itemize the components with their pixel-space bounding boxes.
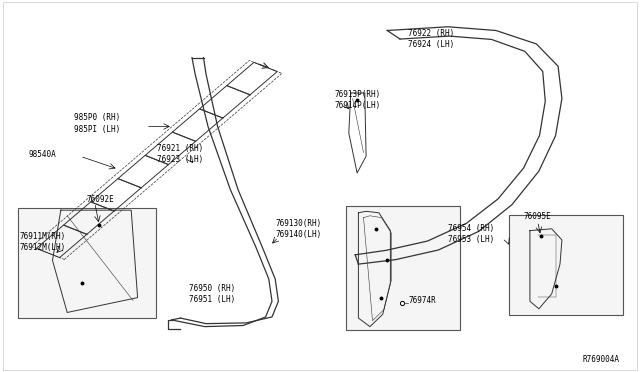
Bar xyxy=(18,208,156,318)
Text: R769004A: R769004A xyxy=(582,355,620,364)
Text: 76913P(RH)
76914P(LH): 76913P(RH) 76914P(LH) xyxy=(335,90,381,110)
Text: 76950 (RH)
76951 (LH): 76950 (RH) 76951 (LH) xyxy=(189,284,235,304)
Text: 769130(RH)
769140(LH): 769130(RH) 769140(LH) xyxy=(275,219,321,239)
Text: 76092E: 76092E xyxy=(86,195,114,203)
Text: 76954 (RH)
76953 (LH): 76954 (RH) 76953 (LH) xyxy=(448,224,494,244)
Text: 76922 (RH)
76924 (LH): 76922 (RH) 76924 (LH) xyxy=(408,29,454,49)
Text: 76911M(RH)
76912M(LH): 76911M(RH) 76912M(LH) xyxy=(19,232,65,252)
Bar xyxy=(509,215,623,315)
Text: 76974R: 76974R xyxy=(408,296,436,305)
Text: 76095E: 76095E xyxy=(524,212,551,221)
Text: 76921 (RH)
76923 (LH): 76921 (RH) 76923 (LH) xyxy=(157,144,203,164)
Bar xyxy=(346,206,460,330)
Text: 98540A: 98540A xyxy=(29,150,56,159)
Text: 985P0 (RH)
985PI (LH): 985P0 (RH) 985PI (LH) xyxy=(74,113,120,134)
